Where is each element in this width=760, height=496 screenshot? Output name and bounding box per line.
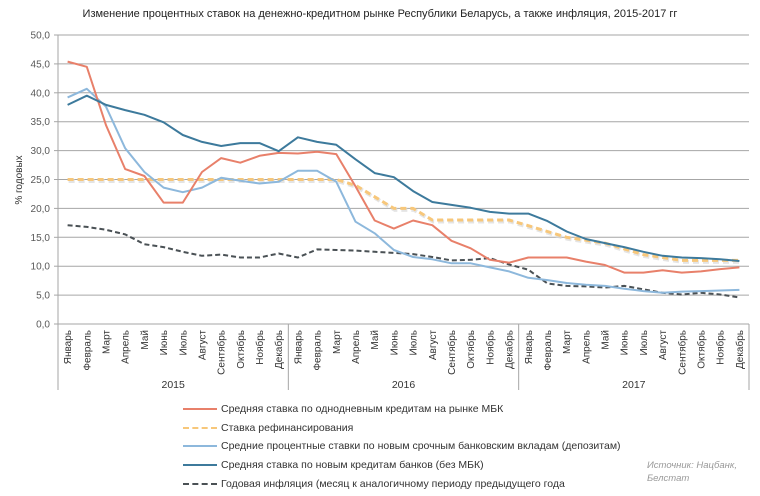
- x-tick-label: Октябрь: [465, 330, 477, 369]
- y-tick-label: 50,0: [31, 31, 51, 42]
- x-tick-label: Август: [197, 330, 208, 361]
- legend-swatch-deposits: [183, 445, 217, 448]
- year-label: 2015: [161, 379, 185, 391]
- x-tick-label: Июль: [639, 330, 650, 356]
- series-line: [67, 224, 740, 299]
- legend-swatch-mbk: [183, 408, 217, 411]
- x-tick-label: Март: [101, 330, 112, 354]
- x-tick-label: Май: [140, 330, 151, 350]
- x-tick-label: Март: [332, 330, 343, 354]
- x-tick-label: Июнь: [389, 330, 400, 355]
- legend-label: Ставка рефинансирования: [221, 421, 354, 434]
- chart-title: Изменение процентных ставок на денежно-к…: [82, 8, 678, 20]
- x-tick-label: Март: [562, 330, 573, 354]
- legend-item: Средняя ставка по новым кредитам банков …: [183, 456, 621, 475]
- x-tick-label: Июнь: [620, 330, 631, 355]
- x-tick-label: Июнь: [159, 330, 170, 355]
- y-tick-label: 40,0: [31, 88, 51, 99]
- legend-swatch-loans: [183, 464, 217, 467]
- x-tick-label: Октябрь: [235, 330, 247, 369]
- legend-item: Ставка рефинансирования: [183, 419, 621, 438]
- x-tick-label: Февраль: [313, 330, 324, 371]
- x-tick-label: Июль: [409, 330, 420, 356]
- series-shadow: [68, 179, 741, 264]
- x-tick-label: Апрель: [581, 330, 592, 364]
- series-line: [67, 60, 740, 274]
- legend-label: Средняя ставка по новым кредитам банков …: [221, 459, 484, 472]
- y-tick-label: 45,0: [31, 59, 51, 70]
- series-line: [67, 94, 740, 262]
- y-tick-label: 0,0: [36, 320, 50, 331]
- x-tick-label: Ноябрь: [715, 330, 727, 365]
- legend-item: Годовая инфляция (месяц к аналогичному п…: [183, 474, 621, 493]
- y-tick-label: 30,0: [31, 146, 51, 157]
- legend-swatch-refinancing: [183, 426, 217, 429]
- x-tick-label: Сентябрь: [446, 330, 458, 375]
- x-tick-label: Декабрь: [504, 330, 516, 369]
- source-note: Источник: Нацбанк, Белстат: [647, 459, 737, 485]
- legend-swatch-inflation: [183, 482, 217, 485]
- x-tick-label: Апрель: [121, 330, 132, 364]
- x-tick-label: Август: [658, 330, 669, 361]
- year-label: 2016: [392, 379, 416, 391]
- source-line: Белстат: [647, 473, 690, 484]
- x-tick-label: Январь: [524, 330, 535, 364]
- legend-label: Средняя ставка по однодневным кредитам н…: [221, 403, 504, 416]
- x-tick-label: Февраль: [543, 330, 554, 371]
- y-tick-label: 10,0: [31, 262, 51, 273]
- x-tick-label: Сентябрь: [216, 330, 228, 375]
- x-tick-label: Январь: [293, 330, 304, 364]
- x-tick-label: Декабрь: [273, 330, 285, 369]
- series-line: [67, 87, 740, 294]
- y-tick-label: 20,0: [31, 204, 51, 215]
- x-tick-label: Август: [428, 330, 439, 361]
- source-line: Источник: Нацбанк,: [647, 460, 737, 471]
- y-tick-label: 5,0: [36, 291, 50, 302]
- year-label: 2017: [622, 379, 646, 391]
- x-tick-label: Октябрь: [696, 330, 708, 369]
- legend-item: Средние процентные ставки по новым срочн…: [183, 437, 621, 456]
- x-tick-label: Ноябрь: [254, 330, 266, 365]
- x-tick-label: Декабрь: [734, 330, 746, 369]
- legend-label: Средние процентные ставки по новым срочн…: [221, 440, 621, 453]
- series-line: [67, 178, 740, 262]
- x-tick-label: Январь: [63, 330, 74, 364]
- y-tick-label: 35,0: [31, 117, 51, 128]
- y-tick-label: 15,0: [31, 233, 51, 244]
- legend-item: Средняя ставка по однодневным кредитам н…: [183, 400, 621, 419]
- x-tick-label: Февраль: [82, 330, 93, 371]
- y-tick-label: 25,0: [31, 175, 51, 186]
- x-tick-label: Апрель: [351, 330, 362, 364]
- x-tick-label: Июль: [178, 330, 189, 356]
- x-tick-label: Ноябрь: [484, 330, 496, 365]
- x-tick-label: Май: [601, 330, 612, 350]
- chart-legend: Средняя ставка по однодневным кредитам н…: [183, 400, 621, 493]
- y-axis-label: % годовых: [14, 155, 25, 204]
- x-tick-label: Май: [370, 330, 381, 350]
- legend-label: Годовая инфляция (месяц к аналогичному п…: [221, 477, 565, 490]
- x-tick-label: Сентябрь: [676, 330, 688, 375]
